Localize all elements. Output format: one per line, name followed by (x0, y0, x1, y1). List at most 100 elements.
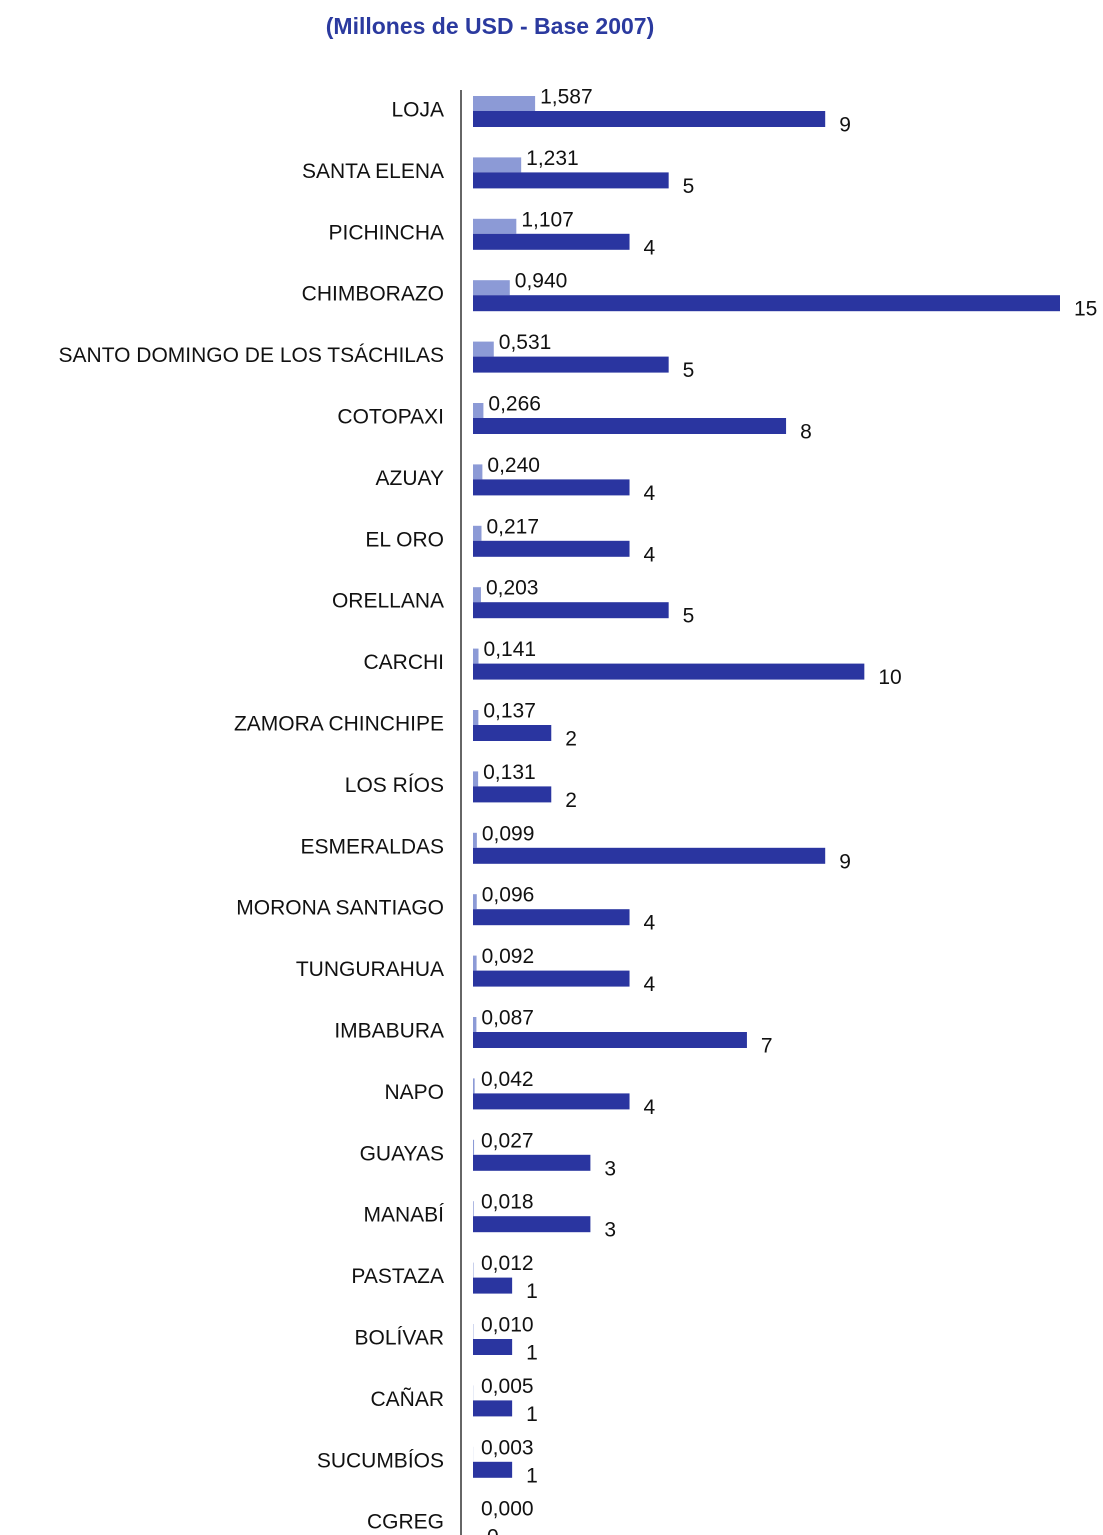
data-label: 0,000 (481, 1498, 534, 1521)
category-label: CGREG (367, 1511, 444, 1534)
bar (473, 1201, 474, 1217)
data-label: 0,217 (486, 515, 539, 538)
data-label: 4 (644, 973, 656, 996)
category-label: LOS RÍOS (345, 774, 444, 797)
bar (473, 587, 481, 603)
data-label: 15 (1074, 298, 1097, 321)
data-label: 4 (644, 236, 656, 259)
category-label: BOLÍVAR (355, 1327, 444, 1350)
bar (473, 648, 479, 664)
data-label: 8 (800, 421, 812, 444)
category-label: PASTAZA (351, 1265, 444, 1288)
data-label: 0,010 (481, 1314, 534, 1337)
data-label: 0,087 (481, 1007, 534, 1030)
category-label: EL ORO (365, 528, 444, 551)
bar (473, 710, 479, 725)
bar (473, 341, 494, 357)
data-label: 7 (761, 1035, 773, 1058)
bar (473, 233, 630, 250)
category-label: ZAMORA CHINCHIPE (234, 713, 444, 736)
bar (473, 111, 826, 127)
category-label: TUNGURAHUA (296, 958, 444, 981)
data-label: 0,137 (483, 700, 536, 723)
bar (473, 540, 630, 557)
data-label: 5 (683, 605, 695, 628)
data-label: 3 (604, 1219, 616, 1242)
data-label: 5 (683, 359, 695, 382)
category-label: COTOPAXI (337, 406, 444, 429)
data-label: 0,099 (482, 822, 535, 845)
bar (473, 280, 510, 296)
data-label: 3 (604, 1157, 616, 1180)
bar (473, 725, 552, 741)
data-label: 4 (644, 543, 656, 566)
data-label: 4 (644, 1096, 656, 1119)
data-label: 0,092 (482, 945, 535, 968)
category-label: GUAYAS (360, 1142, 444, 1165)
category-label: SANTO DOMINGO DE LOS TSÁCHILAS (59, 344, 444, 367)
data-label: 1,231 (526, 147, 579, 170)
bar (473, 1339, 513, 1355)
bar (473, 295, 1060, 312)
data-label: 0,027 (481, 1129, 534, 1152)
bar (473, 1277, 513, 1294)
bar (473, 663, 865, 680)
category-label: ESMERALDAS (300, 835, 444, 858)
bar (473, 786, 552, 803)
category-label: ORELLANA (332, 590, 444, 613)
bar (473, 847, 826, 864)
category-label: CAÑAR (370, 1387, 444, 1411)
data-label: 0,018 (481, 1191, 534, 1214)
data-label: 5 (683, 175, 695, 198)
category-label: NAPO (384, 1081, 444, 1104)
data-label: 0,141 (484, 638, 537, 661)
data-label: 0,005 (481, 1375, 534, 1398)
bar (473, 172, 669, 189)
bar (473, 1139, 475, 1155)
category-label: SUCUMBÍOS (317, 1449, 444, 1472)
bar (473, 403, 484, 418)
bar (473, 157, 522, 173)
bar (473, 1216, 591, 1233)
data-label: 0,003 (481, 1436, 534, 1459)
bar (473, 970, 630, 987)
bar (473, 464, 483, 480)
bar (473, 1154, 591, 1171)
data-label: 1 (526, 1464, 538, 1487)
data-label: 0 (487, 1526, 499, 1535)
category-label: MORONA SANTIAGO (236, 897, 444, 920)
bar (473, 1078, 475, 1094)
bar (473, 218, 517, 234)
data-label: 1 (526, 1280, 538, 1303)
bar (473, 894, 477, 910)
category-label: AZUAY (376, 467, 444, 490)
data-label: 0,012 (481, 1252, 534, 1275)
data-label: 0,266 (488, 393, 541, 416)
data-label: 1,107 (521, 208, 574, 231)
data-label: 10 (878, 666, 901, 689)
bar (473, 771, 479, 787)
data-label: 1,587 (540, 86, 593, 109)
data-label: 0,042 (481, 1068, 534, 1091)
data-label: 0,203 (486, 577, 539, 600)
category-label: LOJA (391, 99, 444, 122)
category-label: IMBABURA (334, 1020, 444, 1043)
data-label: 1 (526, 1342, 538, 1365)
data-label: 0,096 (482, 884, 535, 907)
data-label: 0,131 (483, 761, 536, 784)
data-label: 9 (839, 850, 851, 873)
data-label: 0,940 (515, 270, 568, 293)
data-label: 0,240 (487, 454, 540, 477)
category-label: MANABÍ (363, 1204, 444, 1227)
category-label: SANTA ELENA (302, 160, 444, 183)
data-label: 0,531 (499, 331, 552, 354)
bar (473, 909, 630, 926)
bar (473, 525, 482, 541)
bar (473, 356, 669, 373)
bar (473, 418, 787, 434)
category-label: PICHINCHA (328, 221, 444, 244)
data-label: 1 (526, 1403, 538, 1426)
bar (473, 955, 477, 971)
